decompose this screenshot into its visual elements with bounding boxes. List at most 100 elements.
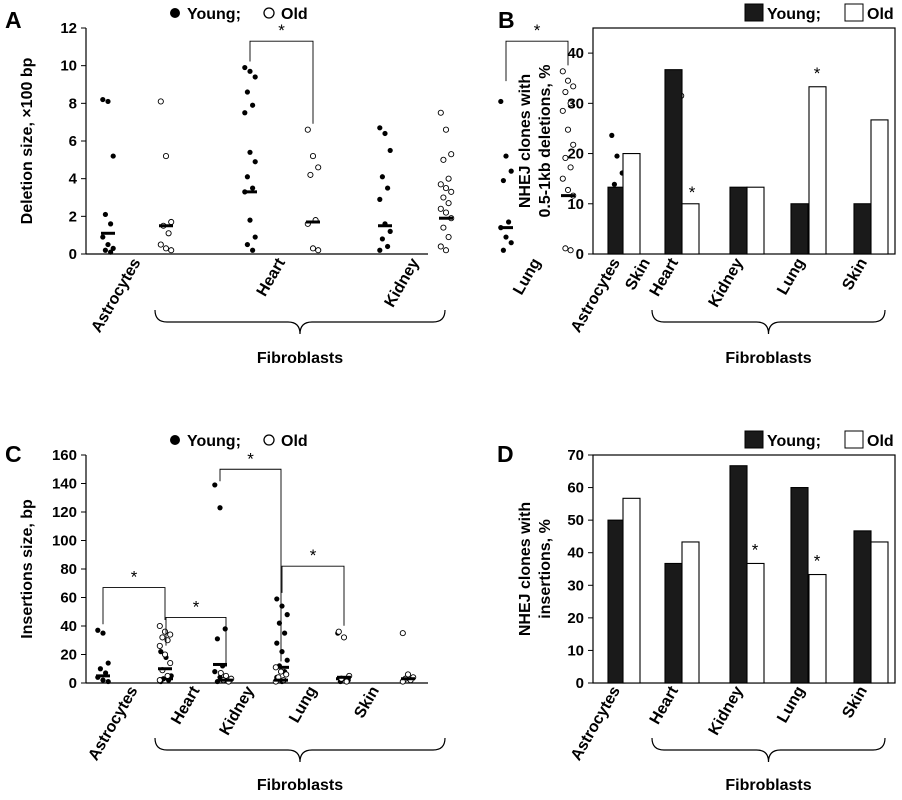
- legend-label-young: Young;: [187, 6, 241, 23]
- y-tick-label: 50: [567, 512, 584, 529]
- point-old-lung: [567, 247, 574, 254]
- bar-old-lung: [808, 573, 827, 684]
- point-old-lung: [564, 186, 572, 194]
- point-young-lung: [508, 240, 514, 246]
- point-young-astrocytes: [105, 678, 111, 685]
- y-tick-label: 12: [60, 20, 77, 37]
- significance-star: *: [278, 21, 285, 40]
- point-old-kidney: [440, 224, 447, 231]
- point-old-lung: [343, 678, 350, 685]
- y-tick-label: 140: [52, 476, 77, 493]
- y-tick-label: 4: [69, 171, 78, 188]
- panel-d: D 0 10 20 30 40 50 60 70 NHEJ clones with insertio…: [497, 430, 896, 794]
- category-label-astrocytes: Astrocytes: [568, 683, 624, 763]
- point-young-lung: [274, 596, 280, 602]
- y-tick-label: 20: [567, 610, 584, 627]
- point-old-lung: [562, 154, 569, 161]
- point-young-heart: [252, 74, 258, 80]
- point-old-skin: [404, 671, 412, 678]
- y-tick-label: 60: [567, 480, 584, 497]
- y-tick-label: 8: [69, 95, 77, 112]
- significance-bracket: [165, 617, 227, 668]
- point-old-lung: [340, 634, 348, 641]
- category-label-heart: Heart: [647, 683, 683, 728]
- bar-young-skin: [853, 530, 872, 684]
- fibroblasts-brace: [651, 737, 886, 763]
- y-axis-label: Insertions size, bp: [19, 499, 36, 639]
- y-tick-label: 0: [576, 246, 584, 263]
- panel-letter: B: [498, 7, 515, 33]
- bar-young-heart: [664, 562, 683, 684]
- bar-old-skin: [870, 119, 889, 255]
- point-old-kidney: [272, 664, 279, 671]
- point-young-astrocytes: [105, 98, 111, 105]
- panel-letter: D: [497, 441, 514, 467]
- legend-label-young: Young;: [767, 6, 821, 23]
- point-young-astrocytes: [105, 241, 111, 248]
- point-young-kidney: [222, 626, 228, 632]
- significance-star: *: [814, 552, 821, 571]
- point-young-kidney: [377, 196, 383, 202]
- y-axis-label-line1: NHEJ clones with: [517, 502, 534, 636]
- point-young-heart: [244, 89, 250, 95]
- category-label-astrocytes: Astrocytes: [85, 683, 141, 763]
- point-young-lung: [279, 603, 285, 609]
- y-tick-label: 6: [69, 133, 77, 150]
- point-young-kidney: [387, 147, 393, 154]
- point-old-astrocytes: [162, 245, 170, 252]
- point-old-kidney: [442, 126, 450, 133]
- category-label-heart: Heart: [254, 255, 290, 300]
- legend: Young; Old: [744, 3, 894, 23]
- panel-letter: A: [5, 7, 22, 33]
- category-label-kidney: Kidney: [382, 255, 423, 310]
- point-young-kidney: [212, 482, 218, 488]
- legend-swatch-young: [744, 3, 764, 22]
- significance-star: *: [689, 183, 696, 202]
- y-tick-label: 10: [567, 642, 584, 659]
- group-label-fibroblasts: Fibroblasts: [257, 350, 343, 367]
- point-young-lung: [500, 177, 506, 184]
- legend-label-young: Young;: [767, 433, 821, 450]
- point-old-astrocytes: [161, 628, 169, 635]
- significance-star: *: [193, 597, 200, 616]
- bar-old-heart: [681, 541, 700, 684]
- significance-star: *: [752, 540, 759, 559]
- point-old-lung: [562, 245, 569, 252]
- point-young-lung: [506, 219, 512, 225]
- point-young-kidney: [214, 636, 220, 642]
- point-old-heart: [307, 171, 314, 178]
- y-tick-label: 2: [69, 208, 77, 225]
- legend: Young; Old: [170, 6, 308, 23]
- bar-young-skin: [853, 203, 872, 255]
- y-axis-label-line2: 0.5-1kb deletions, %: [537, 65, 554, 218]
- point-old-heart: [315, 247, 322, 254]
- legend-marker-old: [263, 434, 275, 446]
- point-young-heart: [252, 234, 258, 240]
- fibroblasts-brace: [154, 737, 446, 763]
- point-old-kidney: [437, 243, 444, 250]
- bar-old-heart: [681, 203, 700, 255]
- y-axis-label-line2: insertions, %: [537, 519, 554, 619]
- y-axis-label: Deletion size, ×100 bp: [19, 57, 36, 224]
- bar-young-heart: [664, 69, 683, 255]
- category-label-lung: Lung: [286, 684, 320, 726]
- point-old-kidney: [277, 668, 285, 675]
- point-young-lung: [284, 612, 290, 618]
- fibroblasts-brace: [154, 309, 446, 335]
- panel-c: C 0 20 40 60 80 100 120 140 160 Insertions size, b…: [5, 433, 446, 794]
- point-old-lung: [562, 88, 569, 96]
- point-young-kidney: [214, 678, 220, 685]
- point-old-lung: [570, 141, 577, 148]
- significance-star: *: [814, 64, 821, 83]
- point-old-lung: [570, 83, 577, 90]
- point-old-astrocytes: [167, 660, 174, 667]
- point-young-astrocytes: [100, 234, 106, 240]
- point-young-lung: [274, 640, 280, 646]
- point-old-heart: [309, 153, 317, 160]
- bar-old-astrocytes: [622, 497, 641, 684]
- group-label-fibroblasts: Fibroblasts: [725, 350, 811, 367]
- point-young-skin: [609, 132, 615, 138]
- category-label-astrocytes: Astrocytes: [568, 255, 624, 335]
- significance-bracket: [505, 40, 569, 82]
- point-young-kidney: [212, 669, 218, 675]
